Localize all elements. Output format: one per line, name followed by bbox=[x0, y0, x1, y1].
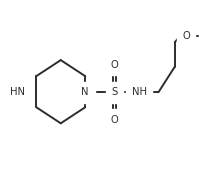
Text: N: N bbox=[81, 87, 89, 97]
Text: NH: NH bbox=[131, 87, 146, 97]
Text: S: S bbox=[111, 87, 117, 97]
Text: O: O bbox=[181, 31, 189, 41]
Text: O: O bbox=[110, 60, 118, 70]
Text: HN: HN bbox=[10, 87, 25, 97]
Text: O: O bbox=[110, 115, 118, 124]
